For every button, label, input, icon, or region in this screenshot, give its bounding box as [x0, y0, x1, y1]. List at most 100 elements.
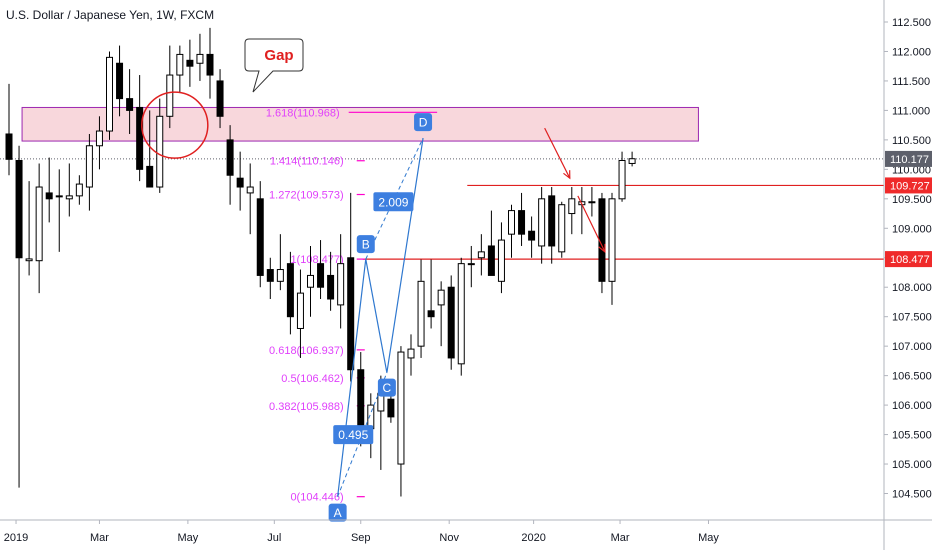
candle-body-7 [75, 183, 83, 197]
gap-circle [141, 91, 209, 159]
candle-body-6 [65, 195, 73, 200]
x-tick-label-5: Nov [439, 532, 459, 544]
fib-label-7: 0(104.446) [290, 492, 343, 504]
ratio-ac: 0.495 [338, 428, 368, 442]
fib-label-0: 1.618(110.968) [266, 107, 340, 119]
price-label-1: 109.727 [890, 180, 930, 192]
x-tick-label-4: Sep [351, 532, 371, 544]
candle-body-20 [206, 53, 214, 76]
y-tick-label-12: 106.500 [892, 371, 932, 383]
candle-body-42 [427, 310, 435, 318]
candle-body-9 [95, 130, 103, 147]
candle-body-31 [317, 263, 325, 288]
candle-body-2 [25, 258, 33, 262]
price-label-2: 108.477 [890, 254, 930, 266]
arrow-line-0 [544, 127, 571, 179]
arrow-head-0 [563, 170, 571, 180]
candle-body-61 [618, 160, 626, 200]
candle-body-50 [508, 210, 515, 235]
candle-body-60 [608, 198, 616, 282]
point-B-box [356, 235, 375, 254]
y-tick-label-6: 109.500 [892, 194, 932, 206]
y-tick-label-2: 111.500 [892, 76, 930, 88]
candle-body-3 [35, 186, 43, 262]
candle-body-8 [85, 145, 93, 188]
price-label-box-0 [885, 150, 932, 167]
y-tick-label-11: 107.000 [892, 341, 932, 353]
y-tick-label-15: 105.000 [892, 459, 932, 471]
candle-body-62 [628, 158, 636, 164]
price-label-box-1 [885, 177, 932, 194]
candle-body-56 [568, 198, 576, 215]
x-tick-label-3: Jul [267, 532, 281, 544]
point-D-label: D [419, 116, 428, 130]
candle-body-52 [528, 230, 536, 241]
gap-zone [21, 106, 699, 142]
candle-body-35 [357, 369, 365, 436]
point-A-label: A [334, 506, 342, 520]
candle-body-27 [276, 269, 284, 282]
y-tick-label-1: 112.000 [892, 46, 931, 58]
x-tick-label-7: Mar [611, 532, 630, 544]
fib-label-5: 0.5(106.462) [281, 373, 343, 385]
candle-body-13 [136, 106, 144, 170]
candle-body-47 [477, 251, 485, 259]
x-tick-label-8: May [698, 532, 719, 544]
pattern-path [337, 138, 424, 497]
ratio-ac-box [333, 425, 374, 445]
fib-label-6: 0.382(105.988) [269, 401, 344, 413]
candle-body-43 [437, 289, 445, 306]
candle-body-26 [266, 269, 274, 282]
fib-label-4: 0.618(106.937) [269, 345, 344, 357]
candle-body-10 [106, 56, 113, 132]
candle-body-23 [236, 177, 244, 188]
y-tick-label-9: 108.000 [892, 282, 932, 294]
candle-body-39 [397, 351, 405, 465]
point-D-box [414, 113, 433, 132]
y-tick-label-4: 110.500 [892, 135, 931, 147]
candle-body-46 [467, 263, 475, 266]
candle-body-49 [497, 239, 505, 282]
price-label-box-2 [885, 251, 932, 268]
candle-body-32 [327, 274, 335, 300]
point-C-box [377, 378, 396, 397]
x-tick-label-2: May [177, 532, 198, 544]
y-tick-label-10: 107.500 [892, 312, 932, 324]
candle-body-21 [216, 80, 224, 117]
candle-body-25 [256, 198, 264, 276]
y-tick-label-13: 106.000 [892, 400, 932, 412]
candle-body-38 [387, 398, 395, 418]
gap-callout-text: Gap [264, 47, 293, 64]
candle-body-12 [126, 98, 134, 111]
candle-body-44 [447, 286, 455, 359]
x-tick-label-6: 2020 [521, 532, 545, 544]
y-tick-label-14: 105.500 [892, 430, 932, 442]
candle-body-1 [15, 160, 23, 259]
candle-body-11 [116, 62, 124, 100]
candle-body-55 [558, 204, 566, 253]
candle-body-17 [176, 53, 184, 76]
candle-body-41 [417, 280, 425, 347]
price-label-0: 110.177 [890, 154, 929, 166]
candle-body-45 [457, 263, 465, 365]
ratio-bd: 2.009 [378, 195, 408, 209]
y-tick-label-3: 111.000 [892, 105, 930, 117]
point-C-label: C [383, 381, 392, 395]
y-tick-label-16: 104.500 [892, 489, 932, 501]
x-tick-label-1: Mar [90, 532, 109, 544]
candle-body-14 [146, 165, 154, 188]
candle-body-29 [296, 292, 304, 329]
arrow-line-1 [577, 195, 606, 253]
candle-body-19 [196, 53, 204, 64]
arrow-head-1 [598, 243, 606, 254]
y-tick-label-7: 109.000 [892, 223, 932, 235]
chart-title: U.S. Dollar / Japanese Yen, 1W, FXCM [6, 8, 215, 22]
point-B-label: B [362, 238, 370, 252]
candle-body-33 [337, 263, 345, 306]
candle-body-40 [407, 348, 415, 359]
candle-body-34 [347, 257, 355, 371]
candle-body-15 [156, 115, 164, 188]
